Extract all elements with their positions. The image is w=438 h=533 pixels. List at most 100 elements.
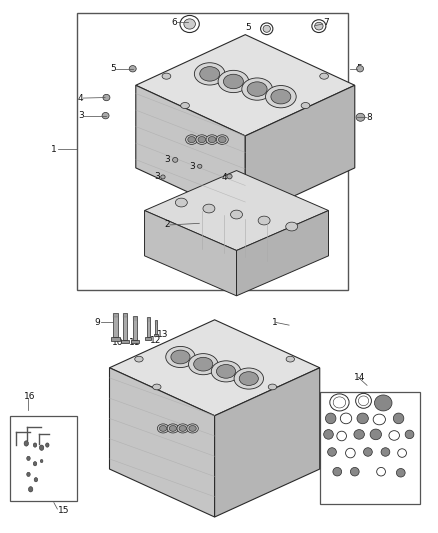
Ellipse shape <box>364 448 372 456</box>
Ellipse shape <box>405 430 414 439</box>
Ellipse shape <box>33 443 37 447</box>
Ellipse shape <box>219 136 226 143</box>
Ellipse shape <box>234 368 264 389</box>
Bar <box>145 337 151 340</box>
Ellipse shape <box>169 425 177 431</box>
Bar <box>10 416 77 501</box>
Ellipse shape <box>265 85 296 108</box>
Ellipse shape <box>162 73 171 79</box>
Polygon shape <box>145 211 237 296</box>
Ellipse shape <box>208 136 216 143</box>
Bar <box>155 320 157 334</box>
Text: 5: 5 <box>110 64 116 73</box>
Text: 16: 16 <box>24 392 35 401</box>
Text: 3: 3 <box>189 162 195 171</box>
Text: 8: 8 <box>366 113 372 122</box>
Ellipse shape <box>286 222 298 231</box>
Ellipse shape <box>333 467 342 476</box>
Polygon shape <box>215 368 320 517</box>
Ellipse shape <box>39 445 44 450</box>
Bar <box>131 340 139 343</box>
Ellipse shape <box>206 135 218 144</box>
Bar <box>133 316 137 340</box>
Ellipse shape <box>194 63 225 85</box>
Ellipse shape <box>328 448 336 456</box>
Ellipse shape <box>189 425 196 431</box>
Text: 4: 4 <box>222 173 227 182</box>
Ellipse shape <box>188 136 195 143</box>
Ellipse shape <box>135 356 143 362</box>
Ellipse shape <box>102 112 109 119</box>
Ellipse shape <box>325 413 336 424</box>
Ellipse shape <box>258 216 270 225</box>
Polygon shape <box>245 85 355 219</box>
Ellipse shape <box>227 174 232 179</box>
Text: 1: 1 <box>51 145 57 154</box>
Ellipse shape <box>166 346 195 368</box>
Polygon shape <box>237 211 328 296</box>
Ellipse shape <box>320 73 328 79</box>
Ellipse shape <box>46 443 49 447</box>
Ellipse shape <box>157 424 169 433</box>
Ellipse shape <box>268 384 277 390</box>
Ellipse shape <box>129 66 136 72</box>
Polygon shape <box>110 368 215 517</box>
Text: 2: 2 <box>165 221 170 229</box>
Text: 14: 14 <box>354 373 365 382</box>
Text: 9: 9 <box>94 318 100 327</box>
Text: 3: 3 <box>155 173 160 181</box>
Ellipse shape <box>218 70 249 93</box>
Text: 11: 11 <box>129 338 141 346</box>
Bar <box>113 313 118 337</box>
Text: 3: 3 <box>78 111 84 120</box>
Ellipse shape <box>34 478 38 482</box>
Ellipse shape <box>247 82 267 96</box>
Text: 7: 7 <box>323 18 328 27</box>
Ellipse shape <box>396 469 405 477</box>
Ellipse shape <box>27 456 30 461</box>
Ellipse shape <box>196 135 208 144</box>
Text: 1: 1 <box>272 318 277 327</box>
Ellipse shape <box>27 472 30 477</box>
Ellipse shape <box>203 204 215 213</box>
Bar <box>121 340 129 343</box>
Ellipse shape <box>24 441 28 446</box>
Ellipse shape <box>161 175 165 179</box>
Ellipse shape <box>33 462 37 466</box>
Ellipse shape <box>188 353 218 375</box>
Text: 5: 5 <box>357 64 362 73</box>
Ellipse shape <box>171 350 190 364</box>
Ellipse shape <box>271 90 291 104</box>
Ellipse shape <box>354 430 364 439</box>
Ellipse shape <box>177 424 188 433</box>
Text: 15: 15 <box>58 506 70 515</box>
Ellipse shape <box>314 22 323 30</box>
Ellipse shape <box>28 487 33 492</box>
Text: 12: 12 <box>150 336 161 344</box>
Ellipse shape <box>357 66 364 72</box>
Text: 3: 3 <box>164 156 170 164</box>
Bar <box>154 334 158 336</box>
Ellipse shape <box>103 94 110 101</box>
Ellipse shape <box>350 467 359 476</box>
Ellipse shape <box>40 459 43 463</box>
Ellipse shape <box>370 429 381 440</box>
Text: 6: 6 <box>172 18 177 27</box>
Ellipse shape <box>186 135 198 144</box>
Ellipse shape <box>173 158 178 163</box>
Polygon shape <box>145 171 328 251</box>
Bar <box>124 313 127 340</box>
Ellipse shape <box>393 413 404 424</box>
Ellipse shape <box>152 384 161 390</box>
Ellipse shape <box>198 164 202 168</box>
Ellipse shape <box>187 424 198 433</box>
Ellipse shape <box>223 74 244 88</box>
Text: 10: 10 <box>112 338 123 346</box>
Bar <box>320 392 420 504</box>
Ellipse shape <box>356 114 365 122</box>
Ellipse shape <box>179 425 187 431</box>
Ellipse shape <box>216 135 228 144</box>
Polygon shape <box>110 320 320 416</box>
Polygon shape <box>136 85 245 219</box>
Text: 13: 13 <box>157 330 168 339</box>
